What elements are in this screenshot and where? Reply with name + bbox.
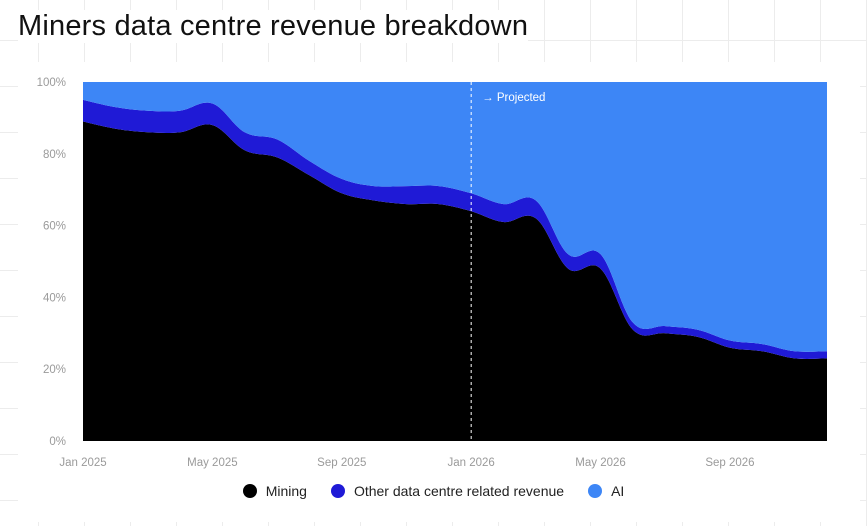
y-tick-label: 100% <box>37 77 66 89</box>
x-tick-label: May 2025 <box>187 457 238 469</box>
legend-label-other: Other data centre related revenue <box>353 483 565 499</box>
x-tick-label: May 2026 <box>575 457 626 469</box>
y-tick-label: 80% <box>43 149 66 161</box>
legend-swatch-mining <box>242 484 257 498</box>
x-tick-label: Sep 2025 <box>317 457 366 469</box>
area-mining <box>83 121 827 441</box>
legend-label-ai: AI <box>611 483 625 499</box>
x-tick-label: Jan 2025 <box>59 457 106 469</box>
legend-swatch-ai <box>588 484 603 498</box>
area-other-revenue <box>83 99 827 359</box>
legend-item-mining[interactable]: Mining <box>242 483 307 499</box>
chart-title: Miners data centre revenue breakdown <box>18 10 529 43</box>
y-tick-label: 20% <box>43 364 66 376</box>
y-tick-label: 0% <box>49 436 66 448</box>
legend-item-ai[interactable]: AI <box>588 483 624 499</box>
x-axis: Jan 2025 May 2025 Sep 2025 Jan 2026 May 2026… <box>59 457 754 469</box>
x-tick-label: Sep 2026 <box>705 457 754 469</box>
projection-label: → Projected <box>482 92 545 104</box>
y-axis: 0% 20% 40% 60% 80% 100% <box>37 77 66 448</box>
y-tick-label: 40% <box>43 292 66 304</box>
area-ai <box>83 82 827 352</box>
areas <box>83 82 827 441</box>
legend-item-other[interactable]: Other data centre related revenue <box>330 483 565 499</box>
x-tick-label: Jan 2026 <box>448 457 495 469</box>
legend: Mining Other data centre related revenue… <box>0 483 867 499</box>
y-tick-label: 60% <box>43 221 66 233</box>
legend-swatch-other <box>330 484 345 498</box>
legend-label-mining: Mining <box>265 483 307 499</box>
